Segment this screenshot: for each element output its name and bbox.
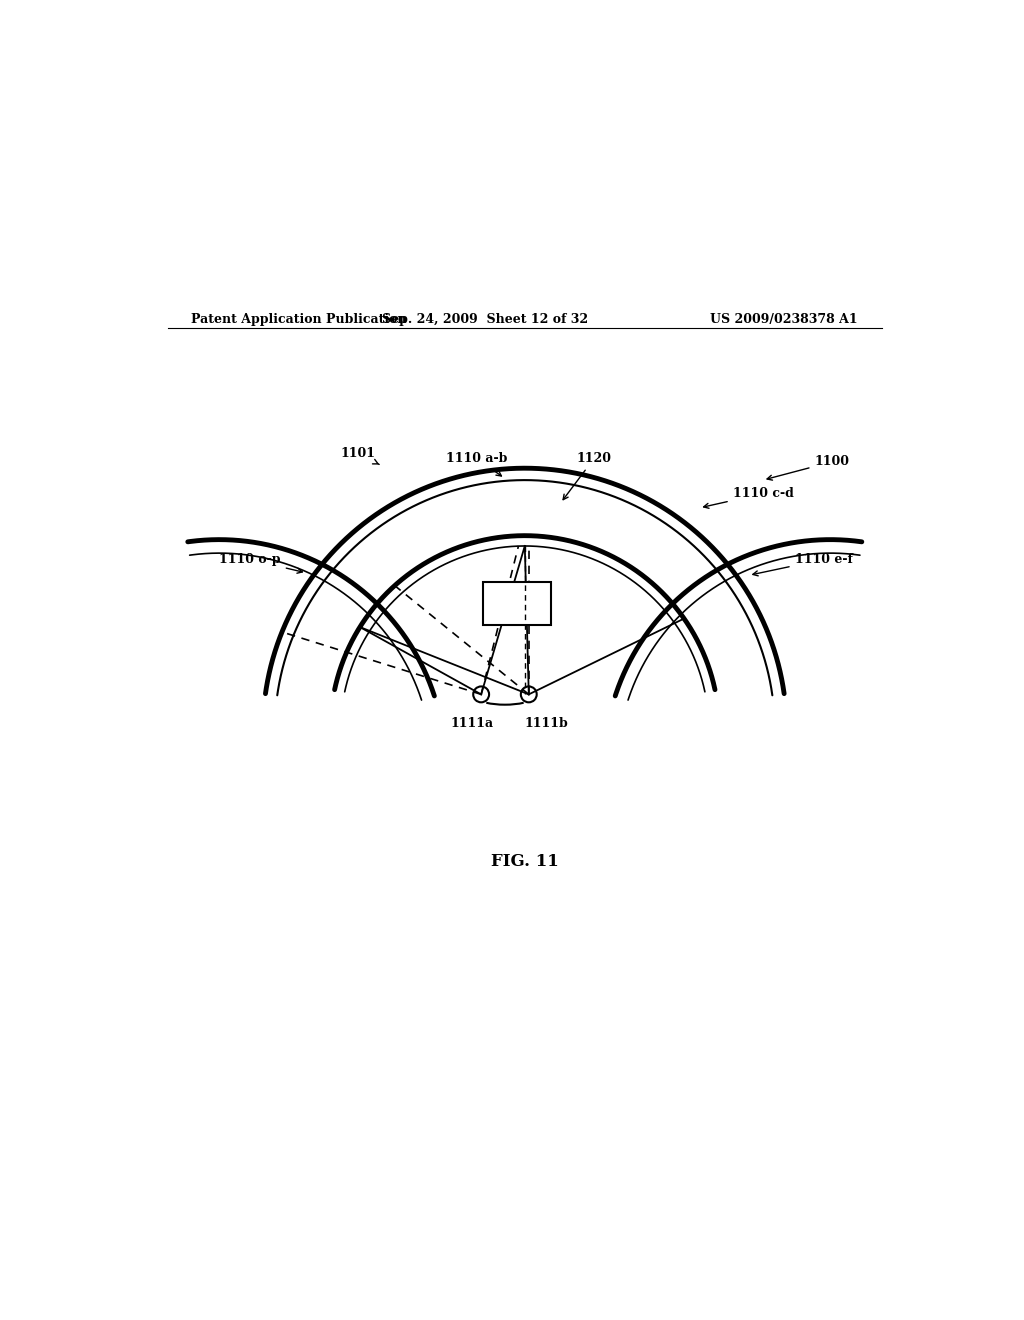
Text: 1110 a-b: 1110 a-b (446, 453, 508, 477)
Text: 1111b: 1111b (524, 717, 568, 730)
Text: 1110 c-d: 1110 c-d (703, 487, 794, 508)
Text: FIG. 11: FIG. 11 (490, 853, 559, 870)
Text: 1110 e-f: 1110 e-f (753, 553, 853, 576)
Text: 1101: 1101 (341, 447, 379, 465)
Text: Patent Application Publication: Patent Application Publication (191, 313, 407, 326)
Text: 1120: 1120 (563, 453, 611, 500)
Text: US 2009/0238378 A1: US 2009/0238378 A1 (711, 313, 858, 326)
Text: Sep. 24, 2009  Sheet 12 of 32: Sep. 24, 2009 Sheet 12 of 32 (382, 313, 588, 326)
Text: 1111a: 1111a (451, 717, 494, 730)
Bar (483, 582, 551, 626)
Text: 1110 o-p: 1110 o-p (219, 553, 302, 573)
Text: 1100: 1100 (767, 455, 850, 480)
